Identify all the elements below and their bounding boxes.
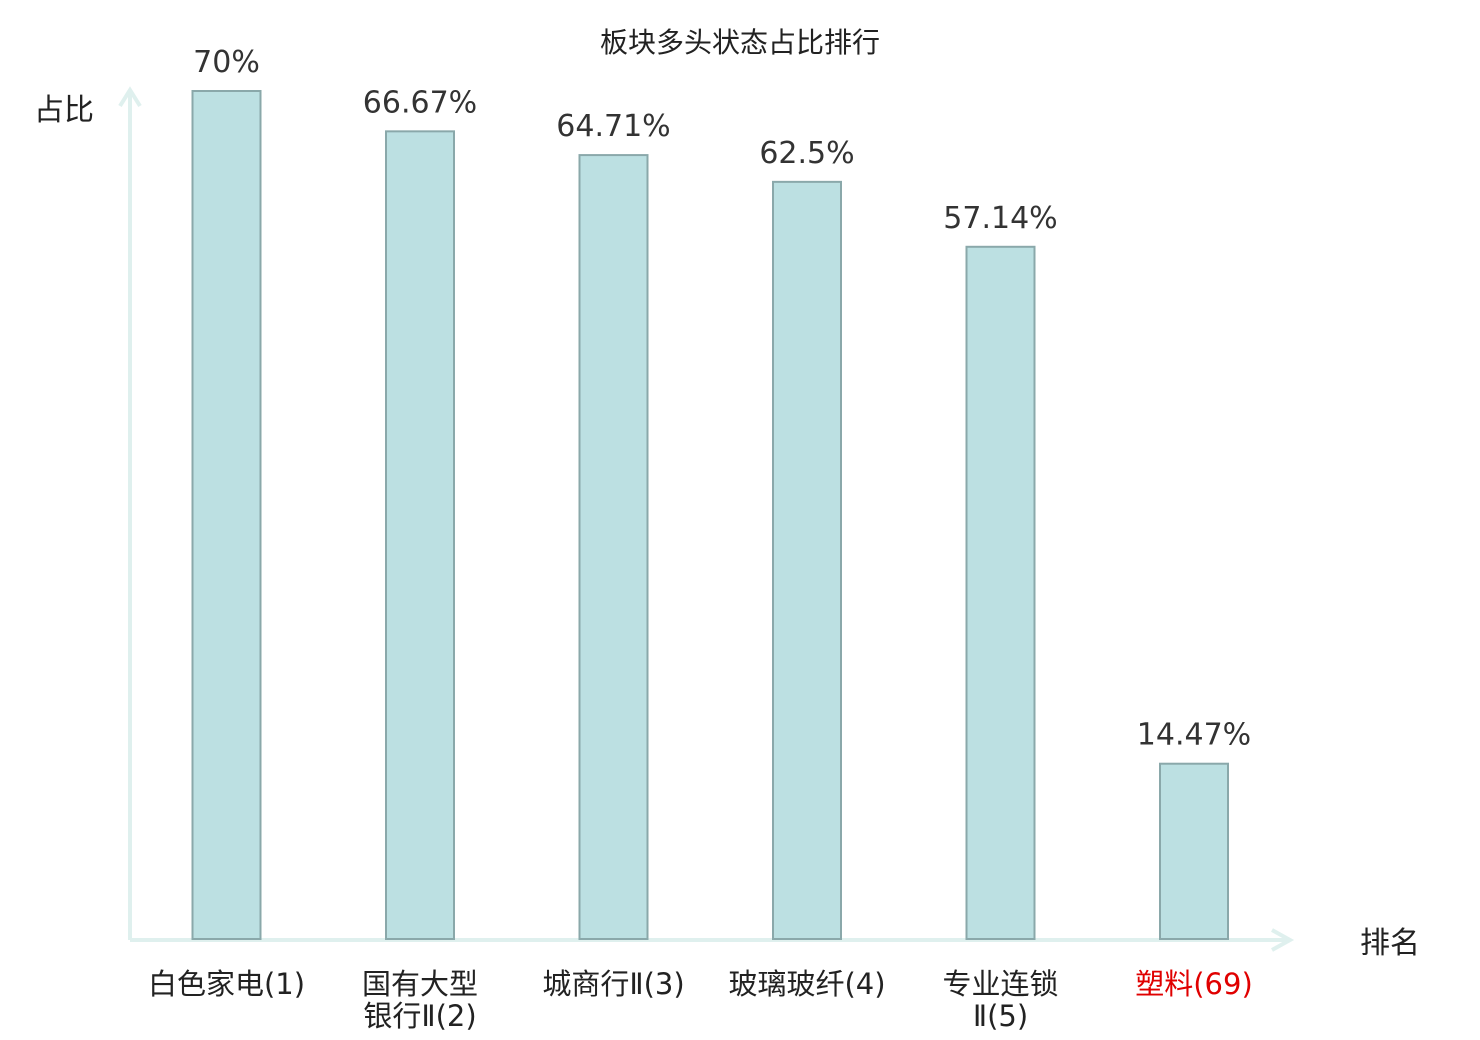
category-label-6: 塑料(69)	[1135, 967, 1253, 1001]
value-label-2: 66.67%	[363, 85, 477, 120]
y-axis-label: 占比	[34, 93, 94, 128]
y-axis	[118, 86, 142, 940]
x-axis	[130, 928, 1295, 952]
bar-6	[1159, 762, 1229, 941]
bar-5	[965, 245, 1036, 940]
category-labels-group: 白色家电(1) 国有大型银行Ⅱ(2) 城商行Ⅱ(3) 玻璃玻纤(4) 专业连锁 Ⅱ(5) 塑…	[148, 967, 1253, 1033]
category-label-1: 白色家电(1)	[148, 967, 305, 1001]
category-label-3: 城商行Ⅱ(3)	[542, 967, 684, 1001]
value-label-5: 57.14%	[943, 201, 1057, 236]
bar-1	[191, 90, 262, 940]
category-label-5: 专业连锁 Ⅱ(5)	[942, 967, 1058, 1033]
x-axis-label: 排名	[1360, 926, 1420, 961]
chart-title: 板块多头状态占比排行	[600, 26, 880, 59]
value-labels-group: 70% 66.67% 64.71% 62.5% 57.14% 14.47%	[193, 45, 1251, 753]
value-label-4: 62.5%	[759, 136, 854, 171]
bar-4	[772, 180, 842, 941]
category-label-2: 国有大型银行Ⅱ(2)	[362, 967, 478, 1033]
bars-group	[191, 90, 1229, 941]
category-label-4: 玻璃玻纤(4)	[728, 967, 885, 1001]
bar-2	[385, 130, 455, 940]
value-label-3: 64.71%	[556, 109, 670, 144]
value-label-6: 14.47%	[1137, 718, 1251, 753]
bar-3	[578, 154, 649, 940]
value-label-1: 70%	[193, 45, 260, 80]
